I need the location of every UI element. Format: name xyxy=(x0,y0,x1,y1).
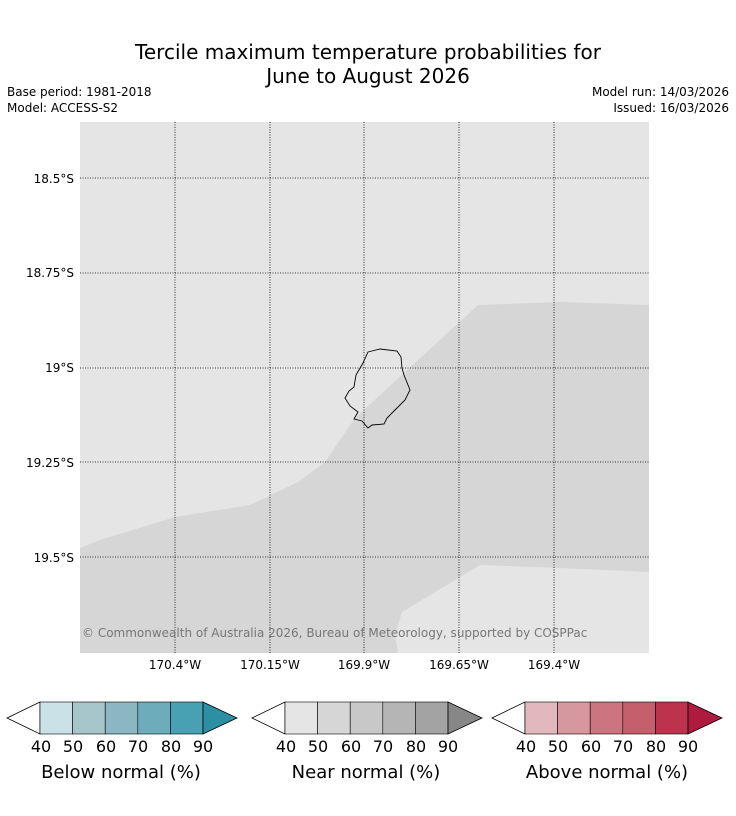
lon-label: 169.4°W xyxy=(527,658,581,672)
colorbar-tick: 40 xyxy=(30,737,52,756)
meta-right: Model run: 14/03/2026 Issued: 16/03/2026 xyxy=(592,84,729,116)
colorbar-over-arrow xyxy=(202,701,238,735)
colorbar-segment xyxy=(589,701,624,735)
colorbar-over-arrow xyxy=(687,701,723,735)
colorbar-segment xyxy=(104,701,139,735)
colorbar-segment xyxy=(622,701,656,735)
lon-label: 169.65°W xyxy=(429,658,489,672)
colorbar-tick: 80 xyxy=(160,737,182,756)
issued-date: Issued: 16/03/2026 xyxy=(613,101,729,115)
colorbar-segment xyxy=(317,701,351,735)
colorbar-segment xyxy=(284,701,318,735)
lat-label: 19.5°S xyxy=(33,551,74,565)
map-title-line2: June to August 2026 xyxy=(266,64,470,88)
graticule xyxy=(80,122,649,653)
colorbar-under-arrow xyxy=(491,701,526,735)
colorbar-segment xyxy=(170,701,204,735)
colorbar-over-arrow xyxy=(447,701,483,735)
map-title-line1: Tercile maximum temperature probabilitie… xyxy=(135,40,601,64)
colorbar-tick: 90 xyxy=(192,737,214,756)
colorbar-tick: 40 xyxy=(275,737,297,756)
colorbar-tick: 70 xyxy=(612,737,634,756)
colorbar-tick: 50 xyxy=(307,737,329,756)
model-run: Model run: 14/03/2026 xyxy=(591,85,729,99)
meta-left: Base period: 1981-2018 Model: ACCESS-S2 xyxy=(7,84,152,116)
colorbar-segment xyxy=(39,701,73,735)
near-normal-title: Near normal (%) xyxy=(291,762,441,783)
colorbar-tick: 90 xyxy=(677,737,699,756)
lat-label: 19°S xyxy=(45,361,74,375)
colorbar-segment xyxy=(382,701,416,735)
colorbar-tick: 40 xyxy=(515,737,537,756)
below-normal-title: Below normal (%) xyxy=(41,762,201,783)
colorbar-tick: 80 xyxy=(405,737,427,756)
model-name: Model: ACCESS-S2 xyxy=(7,101,119,115)
lon-label: 170.15°W xyxy=(240,658,300,672)
above-normal-colorbar xyxy=(491,701,723,735)
colorbar-tick: 60 xyxy=(95,737,117,756)
colorbar-tick: 50 xyxy=(547,737,569,756)
colorbar-under-arrow xyxy=(251,701,286,735)
near-normal-region xyxy=(80,302,649,653)
colorbar-tick: 70 xyxy=(127,737,149,756)
colorbar-tick: 90 xyxy=(437,737,459,756)
colorbar-segment xyxy=(137,701,171,735)
lat-label: 18.5°S xyxy=(33,172,74,186)
copyright-notice: © Commonwealth of Australia 2026, Bureau… xyxy=(82,626,588,640)
colorbar-segment xyxy=(524,701,558,735)
colorbar-tick: 80 xyxy=(645,737,667,756)
colorbar-segment xyxy=(349,701,384,735)
colorbar-tick: 50 xyxy=(62,737,84,756)
colorbar-tick: 60 xyxy=(580,737,602,756)
lat-label: 18.75°S xyxy=(26,266,74,280)
lon-label: 169.9°W xyxy=(337,658,391,672)
above-normal-title: Above normal (%) xyxy=(525,762,689,783)
colorbar-under-arrow xyxy=(6,701,41,735)
lat-label: 19.25°S xyxy=(26,456,74,470)
colorbar-segment xyxy=(557,701,591,735)
colorbar-segment xyxy=(415,701,449,735)
near-normal-colorbar xyxy=(251,701,483,735)
colorbar-tick: 70 xyxy=(372,737,394,756)
colorbar-tick: 60 xyxy=(340,737,362,756)
below-normal-colorbar xyxy=(6,701,238,735)
lon-label: 170.4°W xyxy=(148,658,202,672)
niue-coastline xyxy=(344,348,411,429)
colorbar-segment xyxy=(655,701,689,735)
colorbar-segment xyxy=(72,701,106,735)
base-period: Base period: 1981-2018 xyxy=(7,85,152,99)
